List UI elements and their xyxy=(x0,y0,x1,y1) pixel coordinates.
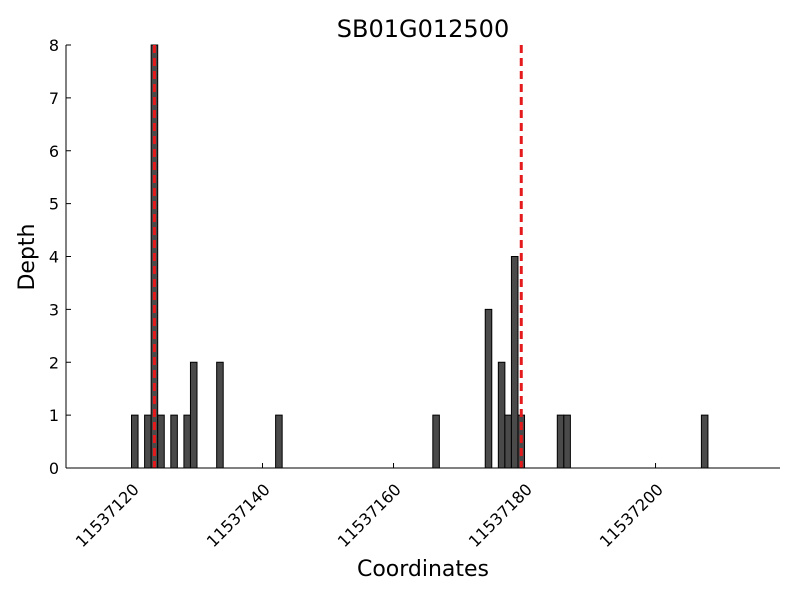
y-tick-label-1: 1 xyxy=(49,406,59,425)
bar-9 xyxy=(432,414,440,469)
bar-13 xyxy=(510,256,519,469)
y-tick-label-0: 0 xyxy=(49,459,59,478)
bar-16 xyxy=(563,414,571,469)
y-tick-label-6: 6 xyxy=(49,142,59,161)
x-tick-label-0: 11537120 xyxy=(72,480,143,551)
bar-15 xyxy=(556,414,565,469)
bar-1 xyxy=(144,414,152,469)
y-tick-label-7: 7 xyxy=(49,89,59,108)
bar-11 xyxy=(497,361,506,469)
chart-title: SB01G012500 xyxy=(337,15,509,43)
y-tick-label-3: 3 xyxy=(49,300,59,319)
y-tick-label-2: 2 xyxy=(49,353,59,372)
ticks-layer: 0 1 2 3 4 5 6 7 8 11537120 11537140 11537160 1153718… xyxy=(49,36,667,551)
bar-12 xyxy=(504,414,512,469)
bar-5 xyxy=(183,414,191,469)
bar-7 xyxy=(216,361,224,469)
bar-10 xyxy=(484,308,493,469)
x-tick-label-2: 11537160 xyxy=(334,480,405,551)
y-tick-label-8: 8 xyxy=(49,36,59,55)
bars-layer xyxy=(131,44,709,469)
y-tick-label-4: 4 xyxy=(49,248,59,267)
bar-4 xyxy=(170,414,178,469)
x-tick-label-1: 11537140 xyxy=(203,480,274,551)
y-axis-title: Depth xyxy=(15,223,40,290)
y-tick-label-5: 5 xyxy=(49,195,59,214)
x-tick-label-4: 11537200 xyxy=(596,480,667,551)
x-tick-label-3: 11537180 xyxy=(465,480,536,551)
axes-layer xyxy=(65,45,780,469)
x-axis-title: Coordinates xyxy=(357,557,489,582)
bar-3 xyxy=(157,414,165,469)
bar-17 xyxy=(700,414,709,469)
markers-layer xyxy=(152,45,523,468)
bar-0 xyxy=(131,414,139,469)
bar-6 xyxy=(189,361,198,469)
bar-8 xyxy=(275,414,283,469)
